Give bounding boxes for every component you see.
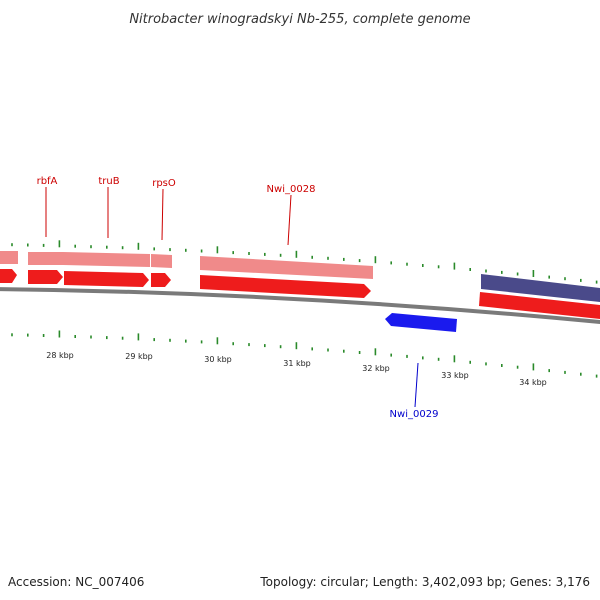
- gene-feature[interactable]: [0, 251, 18, 264]
- cds-arrow[interactable]: [0, 269, 17, 283]
- gene-label-rpsO[interactable]: rpsO: [152, 178, 176, 189]
- genome-backbone: [0, 287, 600, 325]
- gene-feature[interactable]: [151, 254, 172, 268]
- gene-labels: rbfA truB rpsO Nwi_0028 Nwi_0029: [37, 176, 439, 420]
- scale-label: 28 kbp: [46, 351, 74, 360]
- gene-track-forward: [0, 251, 600, 302]
- genome-summary-text: Topology: circular; Length: 3,402,093 bp…: [259, 575, 590, 589]
- scale-label: 31 kbp: [283, 359, 311, 368]
- scale-label: 32 kbp: [362, 364, 390, 373]
- map-title: Nitrobacter winogradskyi Nb-255, complet…: [129, 12, 470, 27]
- gene-label-nwi0028[interactable]: Nwi_0028: [267, 184, 316, 195]
- cds-arrow[interactable]: [479, 292, 600, 319]
- cds-arrow-reverse[interactable]: [385, 313, 457, 332]
- scale-label: 33 kbp: [441, 371, 469, 380]
- scale-label: 29 kbp: [125, 352, 153, 361]
- scale-labels: 28 kbp 29 kbp 30 kbp 31 kbp 32 kbp 33 kb…: [46, 351, 547, 387]
- cds-arrow[interactable]: [64, 271, 149, 287]
- gene-feature[interactable]: [63, 252, 150, 267]
- gene-label-nwi0029[interactable]: Nwi_0029: [390, 409, 439, 420]
- gene-feature[interactable]: [200, 256, 373, 279]
- cds-arrow[interactable]: [28, 270, 63, 284]
- cds-track: [0, 269, 600, 332]
- scale-label: 34 kbp: [519, 378, 547, 387]
- gene-feature-reverse[interactable]: [481, 274, 600, 302]
- cds-arrow[interactable]: [151, 273, 171, 287]
- gene-label-rbfA[interactable]: rbfA: [37, 176, 58, 187]
- scale-label: 30 kbp: [204, 355, 232, 364]
- gene-feature[interactable]: [28, 252, 63, 265]
- cds-arrow[interactable]: [200, 275, 371, 298]
- gene-label-truB[interactable]: truB: [98, 176, 119, 187]
- accession-text: Accession: NC_007406: [8, 575, 144, 589]
- tick-marks-bottom: [11, 330, 598, 378]
- tick-marks-top: [11, 240, 598, 284]
